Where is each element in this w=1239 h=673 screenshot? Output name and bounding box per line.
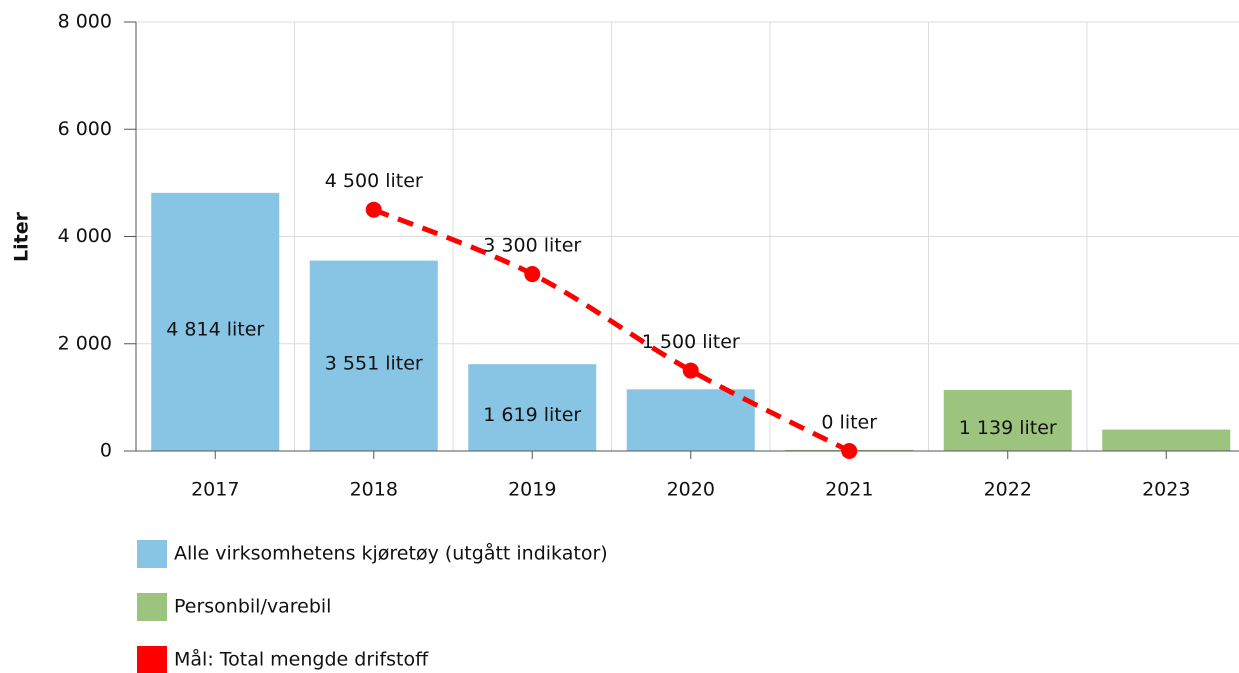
data-label: 3 551 liter xyxy=(325,352,423,374)
legend-label: Alle virksomhetens kjøretøy (utgått indi… xyxy=(174,542,608,565)
x-tick-label: 2020 xyxy=(667,479,715,501)
data-label: 3 300 liter xyxy=(483,235,581,257)
legend-swatch xyxy=(137,646,167,673)
data-label: 4 814 liter xyxy=(166,318,264,340)
y-axis-title: Liter xyxy=(11,211,33,262)
target-point xyxy=(841,443,858,459)
bar xyxy=(151,192,280,451)
data-label: 1 619 liter xyxy=(483,404,581,426)
data-label: 1 500 liter xyxy=(642,331,740,353)
data-label: 1 139 liter xyxy=(959,417,1057,439)
target-point xyxy=(365,201,382,218)
legend-label: Mål: Total mengde drifstoff xyxy=(174,648,429,671)
legend-swatch xyxy=(137,540,167,568)
x-tick-label: 2021 xyxy=(825,479,873,501)
data-label: 0 liter xyxy=(821,412,877,434)
y-tick-label: 4 000 xyxy=(58,225,112,247)
y-tick-label: 0 xyxy=(100,440,112,462)
target-point xyxy=(524,266,541,283)
x-tick-label: 2022 xyxy=(984,479,1032,501)
target-line xyxy=(372,207,851,454)
legend-swatch xyxy=(137,593,167,621)
bar xyxy=(626,389,755,451)
y-tick-label: 8 000 xyxy=(58,11,112,33)
legend-label: Personbil/varebil xyxy=(174,596,331,618)
bar xyxy=(468,364,597,451)
target-point xyxy=(682,362,699,379)
bar xyxy=(943,389,1072,451)
data-label: 4 500 liter xyxy=(325,170,423,192)
y-tick-label: 2 000 xyxy=(58,332,112,354)
x-tick-label: 2017 xyxy=(191,479,239,501)
y-tick-label: 6 000 xyxy=(58,118,112,140)
x-tick-label: 2018 xyxy=(350,479,398,501)
bar xyxy=(1102,429,1231,451)
bar xyxy=(309,260,438,451)
x-tick-label: 2019 xyxy=(508,479,556,501)
x-tick-label: 2023 xyxy=(1142,479,1190,501)
